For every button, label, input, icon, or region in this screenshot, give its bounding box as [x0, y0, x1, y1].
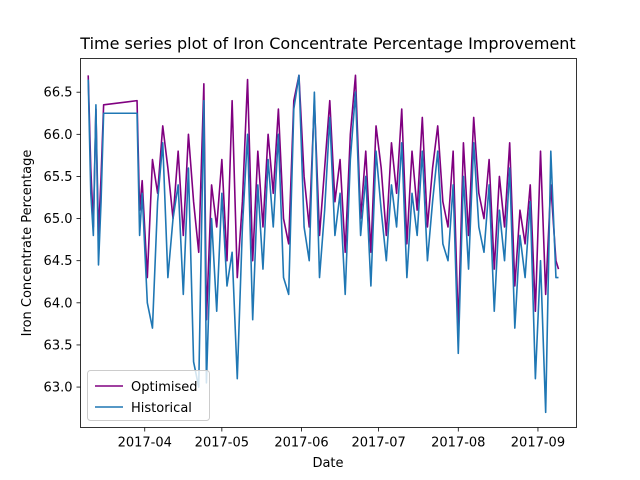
legend-label-optimised: Optimised — [131, 380, 198, 395]
plot-lines — [87, 74, 560, 414]
x-axis-ticks: 2017-04 2017-05 2017-06 2017-07 2017-08 2017-… — [118, 427, 565, 451]
y-axis-ticks: 63.0 63.5 64.0 64.5 65.0 65.5 66.0 66.5 — [44, 86, 81, 396]
x-tick-label: 2017-08 — [431, 436, 485, 451]
y-tick-label: 65.0 — [44, 212, 73, 227]
y-tick-label: 66.0 — [44, 128, 73, 143]
y-axis-label: Iron Concentrate Percentage — [20, 150, 35, 337]
y-tick-label: 64.0 — [44, 296, 73, 311]
x-tick-label: 2017-09 — [511, 436, 565, 451]
y-tick-label: 64.5 — [44, 254, 73, 269]
y-tick-label: 65.5 — [44, 170, 73, 185]
y-tick-label: 63.0 — [44, 381, 73, 396]
x-tick-label: 2017-05 — [195, 436, 249, 451]
x-tick-label: 2017-07 — [351, 436, 405, 451]
y-tick-label: 63.5 — [44, 338, 73, 353]
legend: Optimised Historical — [87, 370, 210, 421]
legend-box — [87, 370, 210, 421]
series-line-optimised — [87, 74, 560, 329]
chart-title: Time series plot of Iron Concentrate Per… — [79, 34, 575, 53]
plot-frame — [80, 58, 577, 428]
x-tick-label: 2017-04 — [118, 436, 172, 451]
y-tick-label: 66.5 — [44, 86, 73, 101]
series-line-historical — [87, 74, 559, 414]
x-axis-label: Date — [312, 456, 343, 471]
legend-label-historical: Historical — [131, 401, 192, 416]
x-tick-label: 2017-06 — [274, 436, 328, 451]
